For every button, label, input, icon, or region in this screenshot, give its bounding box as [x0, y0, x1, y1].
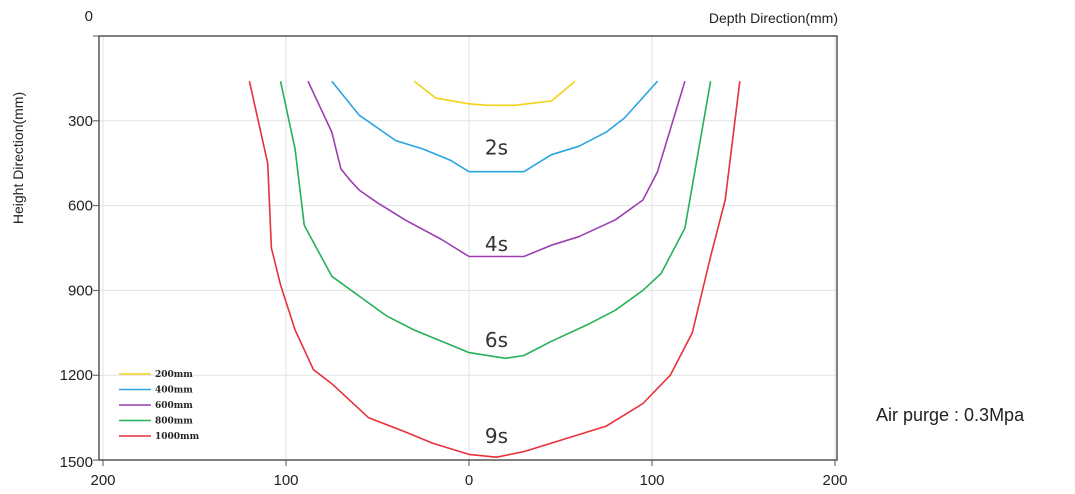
series-line-400mm	[331, 80, 659, 173]
series-lines	[248, 80, 741, 459]
y-tick-label: 600	[68, 198, 93, 215]
time-annotations: 2s 4s 6s 9s	[485, 136, 508, 448]
legend-label-600mm: 600mm	[155, 401, 193, 411]
legend-label-200mm: 200mm	[155, 370, 193, 380]
y-tick-label: 900	[68, 282, 93, 299]
time-label-4s: 4s	[485, 232, 508, 256]
x-tick-label: 100	[639, 472, 664, 489]
legend-label-1000mm: 1000mm	[155, 432, 200, 442]
x-tick-label: 100	[273, 472, 298, 489]
air-purge-note: Air purge : 0.3Mpa	[876, 405, 1025, 425]
legend-label-400mm: 400mm	[155, 386, 193, 396]
series-line-800mm	[279, 81, 712, 360]
time-label-6s: 6s	[485, 328, 508, 352]
time-label-2s: 2s	[485, 136, 508, 160]
series-line-1000mm	[248, 81, 741, 459]
x-tick-label: 200	[822, 472, 847, 489]
x-tick-label: 200	[90, 472, 115, 489]
axis-ticks: 200 100 0 100 200 0 300 600 900 1200 1500	[60, 8, 848, 489]
series-line-200mm	[413, 80, 576, 107]
x-axis-title: Depth Direction(mm)	[709, 10, 838, 26]
series-line-600mm	[307, 80, 686, 258]
grid-lines	[99, 36, 837, 460]
x-tick-label: 0	[465, 472, 473, 489]
y-tick-label: 1500	[60, 454, 93, 471]
legend-label-800mm: 800mm	[155, 417, 193, 427]
y-tick-label: 1200	[60, 367, 93, 384]
y-axis-title: Height Direction(mm)	[10, 92, 26, 224]
plot-area-frame	[98, 35, 838, 461]
y-tick-label: 0	[85, 8, 93, 25]
time-label-9s: 9s	[485, 424, 508, 448]
legend: 200mm 400mm 600mm 800mm 1000mm	[119, 370, 200, 442]
y-tick-label: 300	[68, 113, 93, 130]
